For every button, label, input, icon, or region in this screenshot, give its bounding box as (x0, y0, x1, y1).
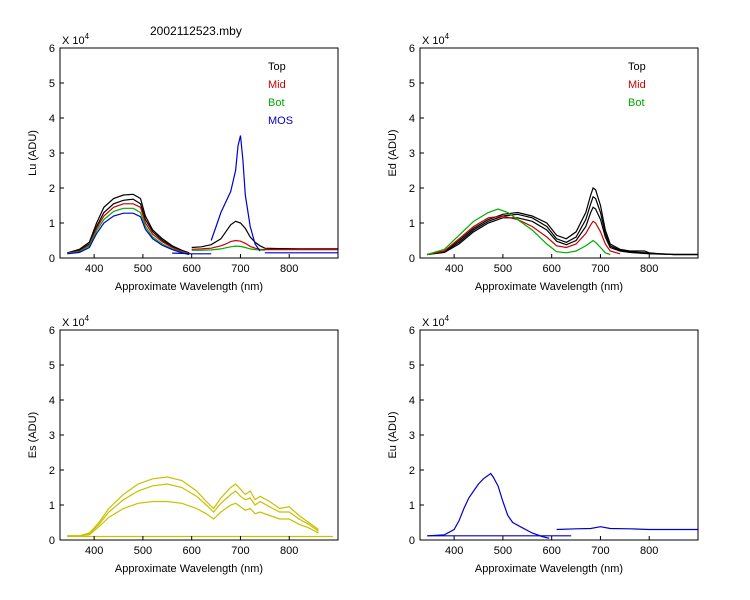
series-line-bot (191, 245, 265, 251)
y-axis-multiplier: X 104 (62, 314, 90, 329)
y-axis-label: Lu (ADU) (27, 130, 39, 176)
y-tick-label: 5 (409, 360, 415, 372)
series-line-top (67, 193, 190, 254)
series-line-top (427, 206, 698, 256)
series-line-mid (191, 239, 338, 251)
x-tick-label: 400 (445, 545, 463, 557)
chart-lu: 400 500 600 700 800 0 1 2 3 4 5 6 X 104 Approximate W… (27, 32, 339, 293)
series-line-eu (556, 526, 698, 531)
y-tick-label: 2 (49, 465, 55, 477)
x-tick-label: 800 (280, 263, 298, 275)
x-tick-label: 700 (231, 263, 249, 275)
x-tick-label: 700 (591, 263, 609, 275)
y-axis-label: Eu (ADU) (387, 411, 399, 458)
y-tick-label: 1 (409, 500, 415, 512)
x-axis-label: Approximate Wavelength (nm) (115, 281, 263, 293)
y-axis-exponent: 4 (85, 32, 90, 41)
x-tick-label: 700 (231, 545, 249, 557)
y-tick-label: 0 (49, 253, 55, 265)
y-tick-label: 5 (49, 360, 55, 372)
y-tick-label: 5 (49, 78, 55, 90)
series-line-top (427, 195, 698, 256)
x-tick-label: 500 (494, 545, 512, 557)
y-axis-multiplier: X 104 (62, 32, 90, 47)
y-axis-multiplier: X 104 (422, 32, 450, 47)
legend-entry-top: Top (628, 61, 646, 73)
series-line-mid (427, 215, 621, 256)
x-tick-label: 500 (494, 263, 512, 275)
y-axis-multiplier: X 104 (422, 314, 450, 329)
x-axis-label: Approximate Wavelength (nm) (475, 563, 623, 575)
series-line-es (67, 476, 319, 537)
y-axis-exponent: 4 (85, 314, 90, 323)
series-line-top (191, 220, 338, 250)
y-tick-label: 4 (409, 395, 415, 407)
series-line-mos (67, 212, 190, 256)
x-tick-label: 600 (183, 545, 201, 557)
series-line-top (427, 187, 698, 256)
plot-frame (59, 329, 339, 541)
y-tick-label: 3 (409, 148, 415, 160)
y-tick-label: 3 (49, 148, 55, 160)
y-tick-label: 0 (409, 535, 415, 547)
y-axis-label: Es (ADU) (27, 412, 39, 458)
chart-eu: 400 500 600 700 800 0 1 2 3 4 5 6 X 104 Approximate W… (387, 314, 699, 575)
y-tick-label: 1 (49, 218, 55, 230)
legend-entry-top: Top (268, 61, 286, 73)
y-tick-label: 0 (49, 535, 55, 547)
x-axis-label: Approximate Wavelength (nm) (475, 281, 623, 293)
y-tick-label: 4 (409, 113, 415, 125)
y-tick-label: 6 (49, 325, 55, 337)
x-tick-label: 600 (183, 263, 201, 275)
legend-entry-mid: Mid (628, 79, 646, 91)
legend-entry-bot: Bot (628, 97, 645, 109)
x-tick-label: 600 (543, 545, 561, 557)
chart-ed: 400 500 600 700 800 0 1 2 3 4 5 6 X 104 Approximate W… (387, 32, 699, 293)
legend-entry-mos: MOS (268, 115, 293, 127)
series-line-bot (67, 207, 190, 255)
y-tick-label: 0 (409, 253, 415, 265)
legend-entry-mid: Mid (268, 79, 286, 91)
y-tick-label: 1 (49, 500, 55, 512)
x-tick-label: 500 (134, 545, 152, 557)
x-tick-label: 800 (640, 545, 658, 557)
y-tick-label: 6 (49, 43, 55, 55)
y-tick-label: 1 (409, 218, 415, 230)
x-tick-label: 800 (280, 545, 298, 557)
y-tick-label: 5 (409, 78, 415, 90)
y-tick-label: 4 (49, 113, 55, 125)
y-axis-exponent: 4 (445, 314, 450, 323)
chart-es: 400 500 600 700 800 0 1 2 3 4 5 6 X 104 Approximate W… (27, 314, 339, 575)
y-tick-label: 3 (49, 430, 55, 442)
series-line-bot (427, 208, 611, 256)
plot-frame (419, 47, 699, 259)
y-tick-label: 4 (49, 395, 55, 407)
x-tick-label: 400 (85, 545, 103, 557)
x-tick-label: 700 (591, 545, 609, 557)
series-line-es (67, 500, 319, 537)
x-tick-label: 400 (445, 263, 463, 275)
series-line-eu (427, 472, 550, 539)
x-tick-label: 800 (640, 263, 658, 275)
x-axis-label: Approximate Wavelength (nm) (115, 563, 263, 575)
plot-frame (419, 329, 699, 541)
series-line-mos (172, 252, 212, 255)
x-tick-label: 500 (134, 263, 152, 275)
series-line-mos (210, 135, 261, 252)
x-tick-label: 600 (543, 263, 561, 275)
legend-entry-bot: Bot (268, 97, 285, 109)
figure-title: 2002112523.mby (150, 24, 242, 38)
y-tick-label: 2 (409, 465, 415, 477)
y-tick-label: 3 (409, 430, 415, 442)
y-axis-label: Ed (ADU) (387, 129, 399, 176)
y-tick-label: 2 (49, 183, 55, 195)
series-line-mid (67, 203, 190, 254)
y-axis-exponent: 4 (445, 32, 450, 41)
x-tick-label: 400 (85, 263, 103, 275)
series-line-es (67, 483, 319, 537)
y-tick-label: 6 (409, 43, 415, 55)
y-tick-label: 2 (409, 183, 415, 195)
y-tick-label: 6 (409, 325, 415, 337)
